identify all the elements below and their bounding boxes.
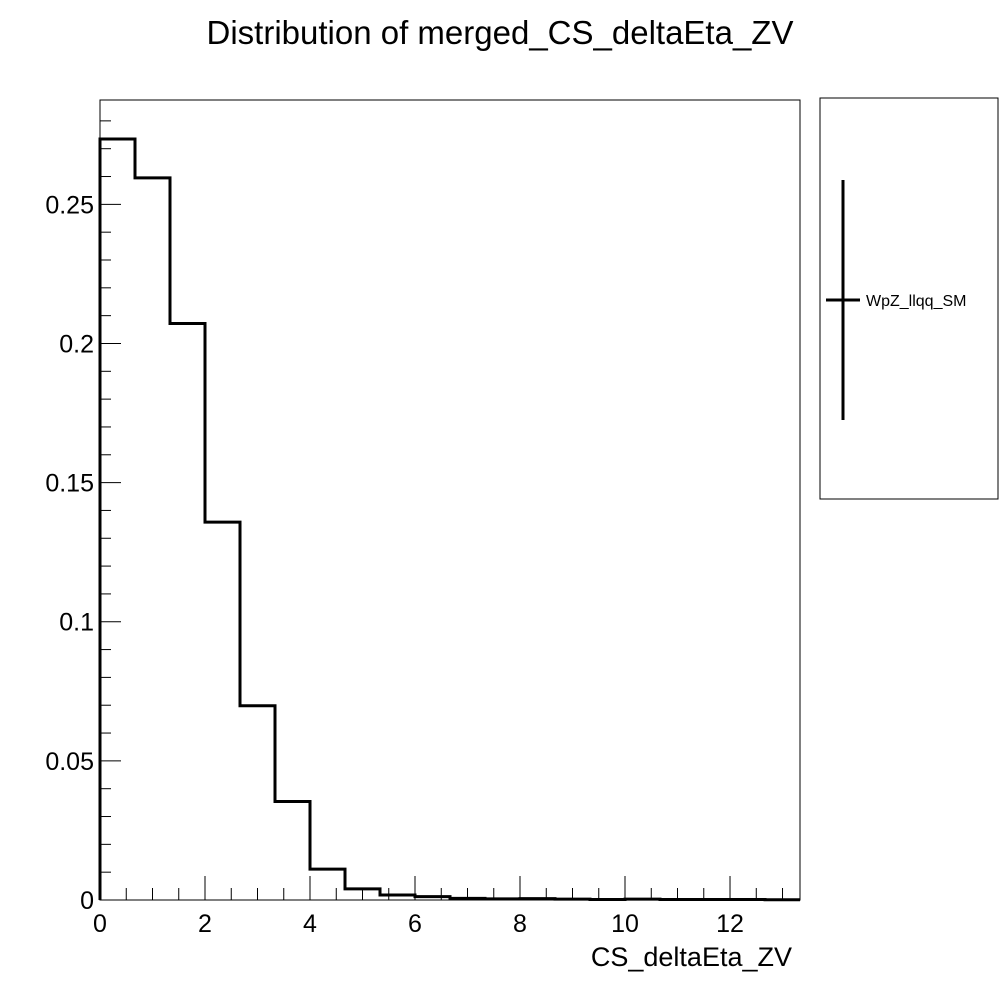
x-tick-label: 12 (716, 910, 744, 938)
histogram-bin (240, 706, 275, 900)
y-tick-labels: 0 0.05 0.1 0.15 0.2 0.25 (45, 191, 94, 915)
histogram-bin (275, 801, 310, 900)
x-tick-label: 6 (408, 910, 422, 938)
histogram-step-line (98, 137, 801, 902)
legend: WpZ_llqq_SM (819, 97, 999, 500)
x-axis-label: CS_deltaEta_ZV (591, 942, 792, 972)
histogram-bin (205, 522, 240, 900)
y-tick-label: 0.15 (45, 470, 94, 498)
x-tick-labels: 0 2 4 6 8 10 12 (93, 910, 744, 938)
histogram-bin (170, 323, 205, 900)
y-tick-label: 0.1 (59, 609, 94, 637)
y-tick-label: 0.2 (59, 330, 94, 358)
legend-entry-label: WpZ_llqq_SM (866, 293, 966, 310)
histogram-bin (100, 139, 135, 900)
axis-ticks (99, 120, 784, 901)
y-tick-label: 0.25 (45, 191, 94, 219)
y-tick-label: 0.05 (45, 748, 94, 776)
chart-title: Distribution of merged_CS_deltaEta_ZV (207, 14, 794, 51)
histogram-bin (310, 869, 345, 900)
x-tick-label: 10 (611, 910, 639, 938)
x-tick-label: 2 (198, 910, 212, 938)
x-tick-label: 0 (93, 910, 107, 938)
y-tick-label: 0 (80, 887, 94, 915)
x-tick-label: 8 (513, 910, 527, 938)
histogram-bin (135, 178, 170, 900)
x-tick-label: 4 (303, 910, 317, 938)
